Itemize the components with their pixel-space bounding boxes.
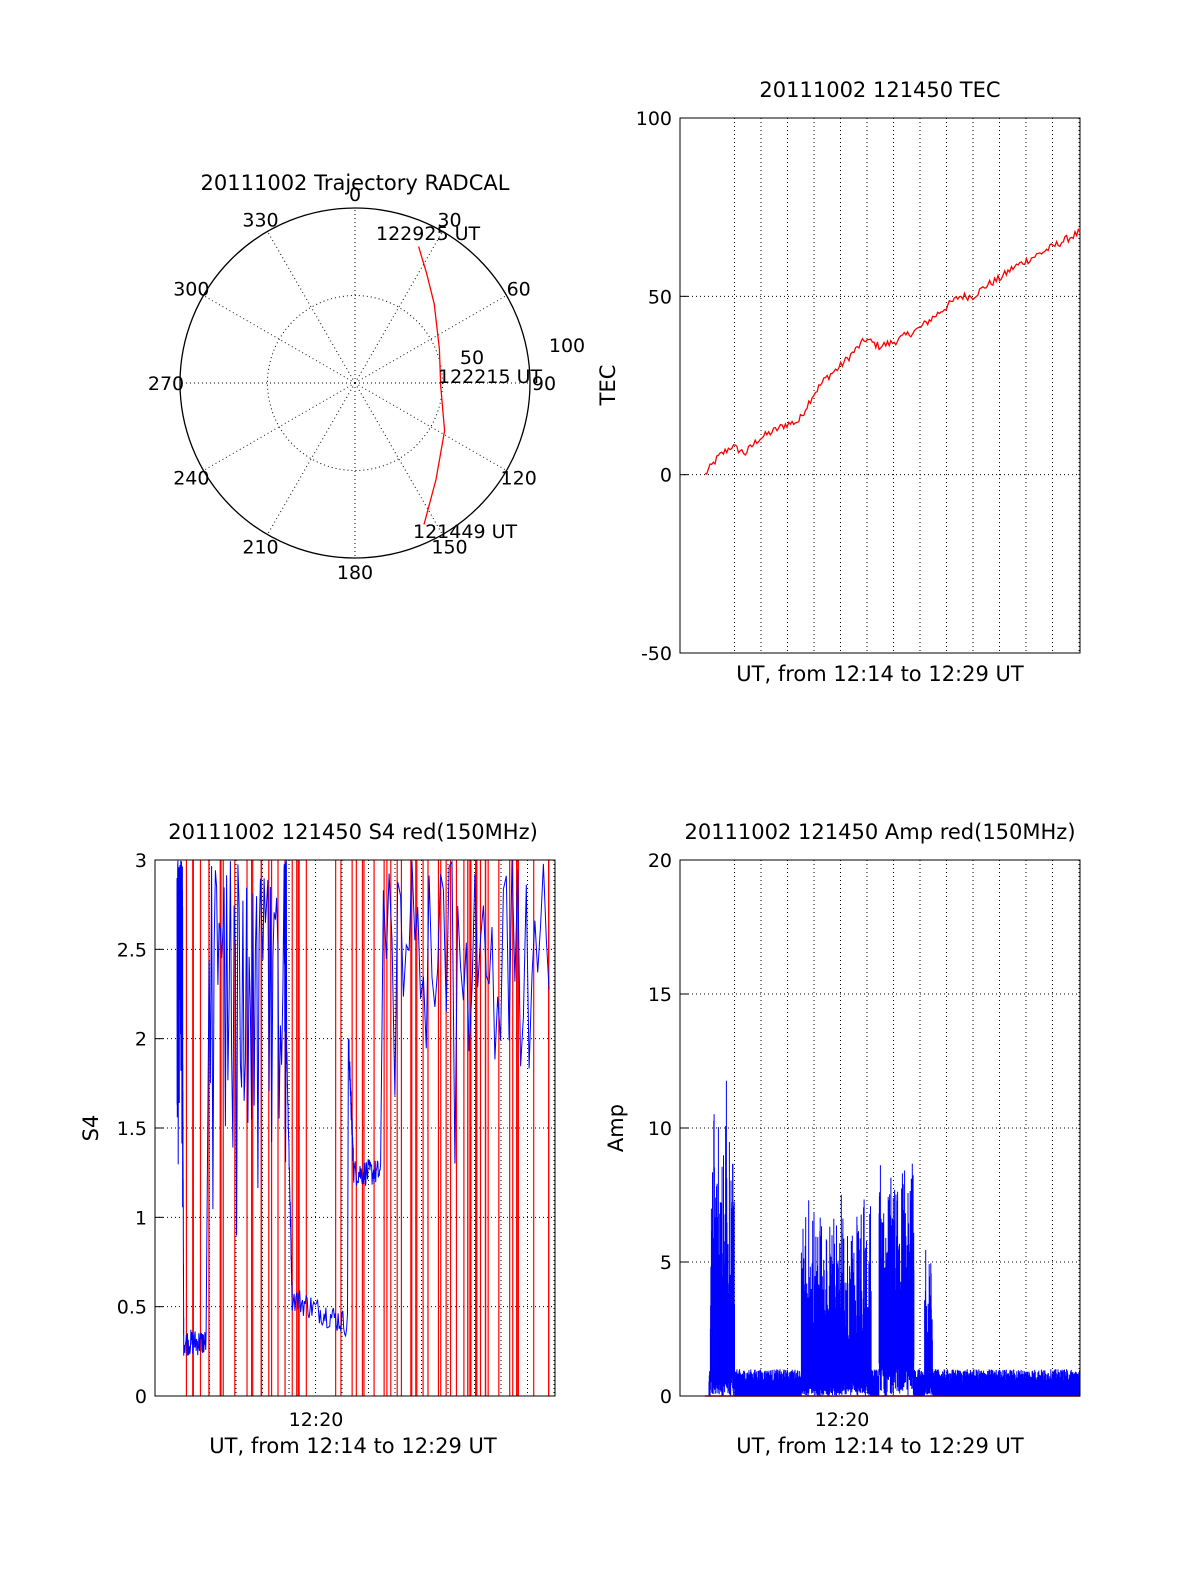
trajectory-annotation-start: 121449 UT <box>413 521 517 543</box>
s4-blue-line <box>176 860 550 1356</box>
s4-ytick-label-1: 1 <box>135 1207 147 1229</box>
s4-y-ticks: 0 0.5 1 1.5 2 2.5 3 <box>117 850 163 1408</box>
s4-grid <box>155 860 555 1396</box>
amp-ytick-label-20: 20 <box>648 850 672 872</box>
tec-y-label: TEC <box>596 365 620 407</box>
tec-x-label: UT, from 12:14 to 12:29 UT <box>736 662 1024 686</box>
polar-azimuth-label-120: 120 <box>501 468 537 490</box>
amp-grid <box>680 860 1080 1396</box>
s4-ytick-label-3: 3 <box>135 850 147 872</box>
amp-panel: 20111002 121450 Amp red(150MHz) 0 5 10 15 20… <box>604 820 1081 1458</box>
polar-azimuth-label-150: 150 <box>431 537 467 559</box>
amp-ytick-label-10: 10 <box>648 1118 672 1140</box>
trajectory-panel: 20111002 Trajectory RADCAL 0 30 60 90 120 150… <box>148 171 585 584</box>
tec-ytick-label--50: -50 <box>641 643 672 665</box>
polar-spoke-210 <box>267 382 356 535</box>
s4-ytick-label-0.5: 0.5 <box>117 1297 147 1319</box>
polar-azimuth-label-30: 30 <box>437 209 461 231</box>
polar-azimuth-label-60: 60 <box>507 279 531 301</box>
polar-spoke-150 <box>354 382 443 535</box>
tec-series-line <box>704 227 1081 475</box>
polar-azimuth-label-270: 270 <box>148 373 184 395</box>
trajectory-line <box>417 246 446 525</box>
tec-plot-frame <box>679 117 1081 654</box>
trajectory-annotation-mid: 122215 UT <box>438 366 542 388</box>
amp-y-label: Amp <box>604 1104 628 1152</box>
polar-azimuth-label-210: 210 <box>242 537 278 559</box>
polar-spoke-30 <box>354 231 443 384</box>
tec-panel: 20111002 121450 TEC -50 0 50 100 TEC UT, fr… <box>596 78 1081 686</box>
amp-blue-series <box>708 1080 1081 1396</box>
s4-ytick-label-2: 2 <box>135 1029 147 1051</box>
polar-outer-circle <box>179 207 531 559</box>
s4-red-series <box>185 860 550 1396</box>
polar-spoke-120 <box>354 382 507 471</box>
polar-azimuth-label-330: 330 <box>242 209 278 231</box>
tec-grid <box>680 118 1080 653</box>
polar-grid-circle-50 <box>267 295 443 471</box>
trajectory-annotation-end: 122925 UT <box>376 223 480 245</box>
polar-radial-label-50: 50 <box>460 347 484 369</box>
s4-x-label: UT, from 12:14 to 12:29 UT <box>209 1434 497 1458</box>
polar-grid <box>179 207 531 559</box>
tec-ytick-label-100: 100 <box>636 108 672 130</box>
polar-azimuth-label-180: 180 <box>337 562 373 584</box>
polar-azimuth-labels: 0 30 60 90 120 150 180 210 240 270 300 330 <box>148 184 556 584</box>
polar-azimuth-label-90: 90 <box>532 373 556 395</box>
polar-azimuth-label-300: 300 <box>173 279 209 301</box>
amp-x-label: UT, from 12:14 to 12:29 UT <box>736 1434 1024 1458</box>
polar-spoke-330 <box>267 231 356 384</box>
tec-title: 20111002 121450 TEC <box>759 78 1000 102</box>
s4-y-label: S4 <box>79 1115 103 1142</box>
tec-ytick-label-50: 50 <box>648 286 672 308</box>
amp-ytick-label-5: 5 <box>660 1252 672 1274</box>
trajectory-title: 20111002 Trajectory RADCAL <box>201 171 510 195</box>
s4-x-tick-1220: 12:20 <box>289 1409 344 1431</box>
polar-radial-label-100: 100 <box>549 335 585 357</box>
amp-x-tick-1220: 12:20 <box>815 1409 870 1431</box>
tec-ytick-label-0: 0 <box>660 465 672 487</box>
tec-y-ticks: -50 0 50 100 <box>636 108 688 665</box>
s4-ytick-label-0: 0 <box>135 1386 147 1408</box>
amp-ytick-label-15: 15 <box>648 984 672 1006</box>
polar-azimuth-label-0: 0 <box>349 184 361 206</box>
s4-title: 20111002 121450 S4 red(150MHz) <box>168 820 538 844</box>
amp-ytick-label-0: 0 <box>660 1386 672 1408</box>
amp-blue-line <box>708 1080 1081 1396</box>
s4-panel: 20111002 121450 S4 red(150MHz) 0 0.5 1 1.5 2… <box>79 820 556 1458</box>
amp-title: 20111002 121450 Amp red(150MHz) <box>684 820 1075 844</box>
s4-blue-series <box>176 860 550 1356</box>
s4-ytick-label-2.5: 2.5 <box>117 939 147 961</box>
s4-ytick-label-1.5: 1.5 <box>117 1118 147 1140</box>
amp-y-ticks: 0 5 10 15 20 <box>648 850 688 1408</box>
polar-azimuth-label-240: 240 <box>173 468 209 490</box>
